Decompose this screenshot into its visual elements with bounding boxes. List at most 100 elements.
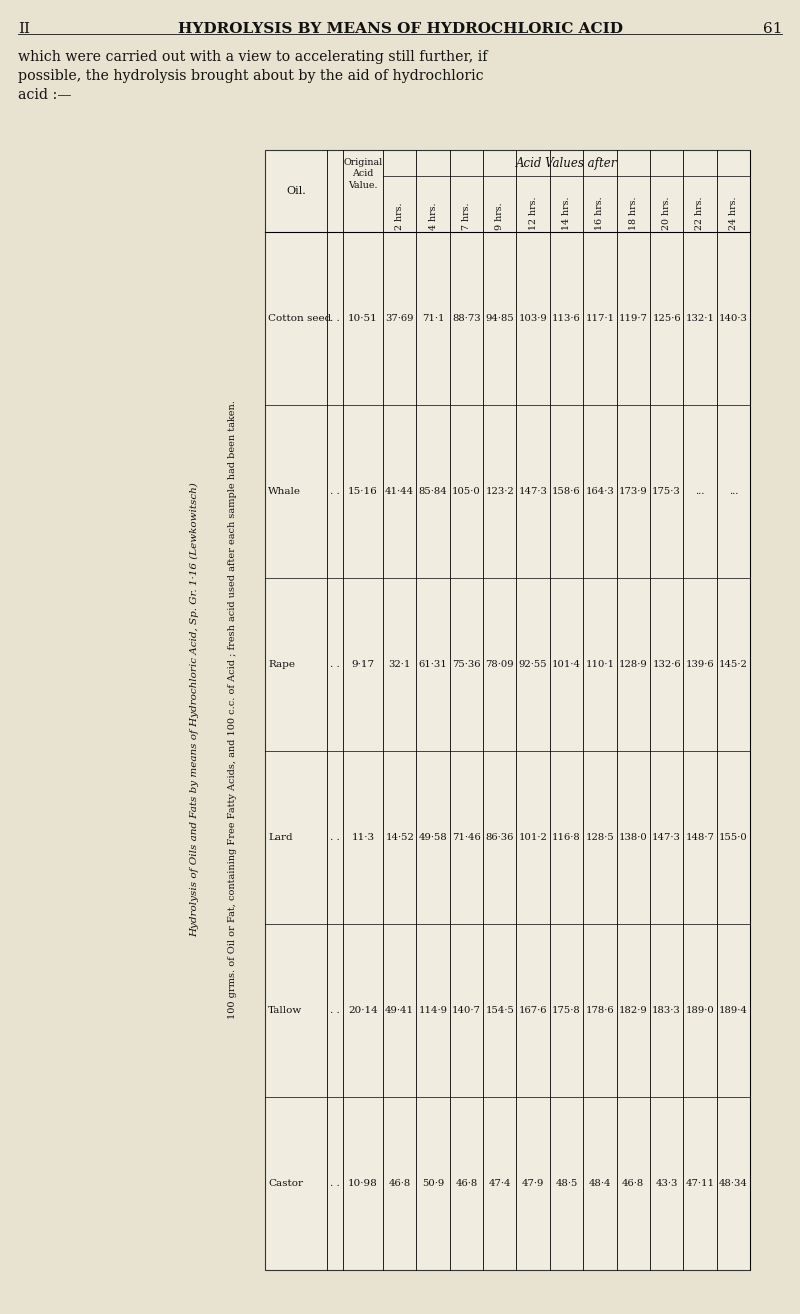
Text: II: II <box>18 22 30 35</box>
Text: 24 hrs.: 24 hrs. <box>729 197 738 230</box>
Text: 47·4: 47·4 <box>489 1179 511 1188</box>
Text: 48·4: 48·4 <box>589 1179 611 1188</box>
Text: 78·09: 78·09 <box>486 660 514 669</box>
Text: Rape: Rape <box>268 660 295 669</box>
Text: 183·3: 183·3 <box>652 1007 681 1014</box>
Text: ...: ... <box>695 487 705 495</box>
Text: 7 hrs.: 7 hrs. <box>462 202 471 230</box>
Text: 123·2: 123·2 <box>486 487 514 495</box>
Text: 43·3: 43·3 <box>655 1179 678 1188</box>
Text: 116·8: 116·8 <box>552 833 581 842</box>
Text: 103·9: 103·9 <box>518 314 547 323</box>
Text: acid :—: acid :— <box>18 88 71 102</box>
Text: 94·85: 94·85 <box>486 314 514 323</box>
Text: ...: ... <box>729 487 738 495</box>
Text: 47·11: 47·11 <box>686 1179 714 1188</box>
Text: 154·5: 154·5 <box>486 1007 514 1014</box>
Text: 4 hrs.: 4 hrs. <box>429 202 438 230</box>
Text: 173·9: 173·9 <box>619 487 648 495</box>
Text: 132·1: 132·1 <box>686 314 714 323</box>
Text: 61: 61 <box>762 22 782 35</box>
Text: 15·16: 15·16 <box>348 487 378 495</box>
Text: Tallow: Tallow <box>268 1007 302 1014</box>
Text: . .: . . <box>330 1179 340 1188</box>
Text: 128·5: 128·5 <box>586 833 614 842</box>
Text: 158·6: 158·6 <box>552 487 581 495</box>
Text: . .: . . <box>330 833 340 842</box>
Text: 182·9: 182·9 <box>619 1007 648 1014</box>
Text: 37·69: 37·69 <box>386 314 414 323</box>
Text: possible, the hydrolysis brought about by the aid of hydrochloric: possible, the hydrolysis brought about b… <box>18 70 484 83</box>
Text: 22 hrs.: 22 hrs. <box>695 197 705 230</box>
Bar <box>265 150 750 1271</box>
Text: 147·3: 147·3 <box>518 487 547 495</box>
Text: 167·6: 167·6 <box>519 1007 547 1014</box>
Text: . .: . . <box>330 1007 340 1014</box>
Text: 32·1: 32·1 <box>389 660 411 669</box>
Text: 14 hrs.: 14 hrs. <box>562 197 571 230</box>
Text: 189·4: 189·4 <box>719 1007 748 1014</box>
Text: 100 grms. of Oil or Fat, containing Free Fatty Acids, and 100 c.c. of Acid ; fre: 100 grms. of Oil or Fat, containing Free… <box>229 401 238 1020</box>
Text: 50·9: 50·9 <box>422 1179 444 1188</box>
Text: 164·3: 164·3 <box>586 487 614 495</box>
Text: 11·3: 11·3 <box>351 833 374 842</box>
Text: 16 hrs.: 16 hrs. <box>595 196 604 230</box>
Text: 117·1: 117·1 <box>586 314 614 323</box>
Text: Hydrolysis of Oils and Fats by means of Hydrochloric Acid, Sp. Gr. 1·16 (Lewkowi: Hydrolysis of Oils and Fats by means of … <box>190 482 199 937</box>
Text: Acid Values after: Acid Values after <box>516 156 617 170</box>
Text: 189·0: 189·0 <box>686 1007 714 1014</box>
Text: . .: . . <box>330 660 340 669</box>
Text: 105·0: 105·0 <box>452 487 481 495</box>
Text: 155·0: 155·0 <box>719 833 748 842</box>
Text: 75·36: 75·36 <box>452 660 481 669</box>
Text: . .: . . <box>330 314 340 323</box>
Text: 71·46: 71·46 <box>452 833 481 842</box>
Text: 175·3: 175·3 <box>652 487 681 495</box>
Text: 41·44: 41·44 <box>385 487 414 495</box>
Text: 86·36: 86·36 <box>486 833 514 842</box>
Text: 9 hrs.: 9 hrs. <box>495 202 504 230</box>
Text: 12 hrs.: 12 hrs. <box>529 197 538 230</box>
Text: 178·6: 178·6 <box>586 1007 614 1014</box>
Text: 46·8: 46·8 <box>455 1179 478 1188</box>
Text: 92·55: 92·55 <box>519 660 547 669</box>
Text: 88·73: 88·73 <box>452 314 481 323</box>
Text: 119·7: 119·7 <box>618 314 648 323</box>
Text: 48·5: 48·5 <box>555 1179 578 1188</box>
Text: 140·7: 140·7 <box>452 1007 481 1014</box>
Text: 101·4: 101·4 <box>552 660 581 669</box>
Text: 128·9: 128·9 <box>619 660 648 669</box>
Text: 10·51: 10·51 <box>348 314 378 323</box>
Text: 2 hrs.: 2 hrs. <box>395 202 404 230</box>
Text: Oil.: Oil. <box>286 187 306 196</box>
Text: 148·7: 148·7 <box>686 833 714 842</box>
Text: HYDROLYSIS BY MEANS OF HYDROCHLORIC ACID: HYDROLYSIS BY MEANS OF HYDROCHLORIC ACID <box>178 22 622 35</box>
Text: 113·6: 113·6 <box>552 314 581 323</box>
Text: 132·6: 132·6 <box>652 660 681 669</box>
Text: 101·2: 101·2 <box>518 833 547 842</box>
Text: Lard: Lard <box>268 833 293 842</box>
Text: 49·58: 49·58 <box>418 833 447 842</box>
Text: 18 hrs.: 18 hrs. <box>629 197 638 230</box>
Text: 147·3: 147·3 <box>652 833 681 842</box>
Text: 114·9: 114·9 <box>418 1007 447 1014</box>
Text: which were carried out with a view to accelerating still further, if: which were carried out with a view to ac… <box>18 50 487 64</box>
Text: 125·6: 125·6 <box>652 314 681 323</box>
Text: 48·34: 48·34 <box>719 1179 748 1188</box>
Text: 9·17: 9·17 <box>351 660 374 669</box>
Text: 71·1: 71·1 <box>422 314 444 323</box>
Text: 20 hrs.: 20 hrs. <box>662 197 671 230</box>
Text: Castor: Castor <box>268 1179 303 1188</box>
Text: . .: . . <box>330 487 340 495</box>
Text: 46·8: 46·8 <box>622 1179 644 1188</box>
Text: Cotton seed: Cotton seed <box>268 314 331 323</box>
Text: 10·98: 10·98 <box>348 1179 378 1188</box>
Text: 145·2: 145·2 <box>719 660 748 669</box>
Text: 140·3: 140·3 <box>719 314 748 323</box>
Text: Whale: Whale <box>268 487 301 495</box>
Text: 20·14: 20·14 <box>348 1007 378 1014</box>
Text: 14·52: 14·52 <box>386 833 414 842</box>
Text: 139·6: 139·6 <box>686 660 714 669</box>
Text: 138·0: 138·0 <box>619 833 648 842</box>
Text: 175·8: 175·8 <box>552 1007 581 1014</box>
